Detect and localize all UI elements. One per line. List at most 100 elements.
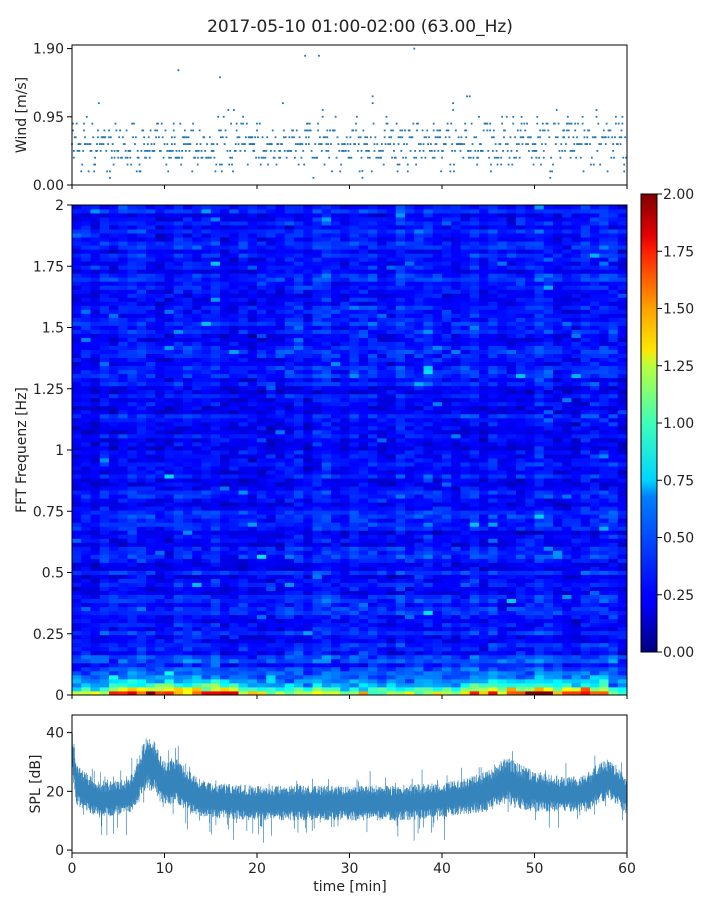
spectrogram-cell [247, 678, 258, 684]
spectrogram-cell [266, 602, 276, 608]
spectrogram-cell [127, 638, 138, 644]
spectrogram-cell [312, 638, 323, 644]
spectrogram-cell [146, 550, 156, 555]
spectrogram-cell [516, 662, 526, 668]
spectrogram-cell [72, 566, 82, 571]
spectrogram-cell [543, 574, 554, 579]
spectrogram-cell [173, 417, 184, 423]
spectrogram-cell [164, 654, 175, 660]
wind-point [293, 136, 295, 139]
spectrogram-cell [442, 433, 452, 439]
spectrogram-cell [192, 594, 202, 600]
wind-point [473, 136, 476, 139]
spectrogram-cell [488, 554, 498, 559]
spectrogram-cell [405, 638, 415, 644]
spectrogram-cell [275, 462, 286, 467]
spectrogram-cell [405, 618, 415, 624]
spectrogram-cell [72, 550, 82, 555]
spectrogram-cell [72, 530, 82, 535]
spectrogram-cell [72, 666, 82, 672]
spectrogram-cell [571, 618, 582, 624]
spectrogram-cell [99, 574, 110, 579]
wind-point [164, 129, 167, 132]
spectrogram-cell [183, 546, 193, 551]
spectrogram-cell [506, 429, 517, 435]
spectrogram-cell [516, 437, 526, 443]
spectrogram-cell [451, 674, 461, 680]
spectrogram-cell [460, 454, 471, 459]
spectrogram-cell [164, 622, 175, 628]
spectrogram-cell [164, 546, 175, 551]
spectrogram-cell [146, 429, 156, 435]
spectrogram-cell [414, 462, 424, 467]
wind-point [610, 156, 613, 159]
spectrogram-cell [451, 429, 461, 435]
spectrogram-cell [201, 530, 212, 535]
spectrogram-cell [201, 514, 212, 519]
spectrogram-cell [183, 650, 193, 656]
spectrogram-cell [562, 606, 572, 612]
wind-point [171, 143, 173, 145]
spectrogram-cell [164, 590, 175, 595]
spectrogram-cell [127, 662, 138, 668]
spectrogram-cell [340, 534, 350, 539]
spectrogram-cell [136, 433, 147, 439]
spectrogram-cell [312, 590, 323, 595]
spectrogram-cell [210, 598, 221, 604]
spectrogram-cell [451, 538, 461, 543]
spectrogram-cell [590, 678, 600, 684]
spectrogram-cell [201, 458, 212, 463]
spectrogram-cell [155, 494, 165, 499]
spectrogram-cell [81, 510, 91, 515]
spectrogram-cell [534, 454, 545, 459]
spectrogram-cell [247, 662, 258, 668]
spectrogram-cell [294, 425, 304, 431]
spectrogram-cell [284, 530, 295, 535]
spectrogram-cell [395, 482, 406, 487]
spectrogram-cell [109, 474, 119, 479]
spectrogram-cell [136, 558, 147, 563]
spectrogram-cell [534, 486, 545, 491]
spectrogram-cell [395, 454, 406, 459]
spectrogram-cell [506, 686, 517, 692]
spectrogram-cell [414, 598, 424, 604]
spectrogram-cell [118, 690, 128, 696]
wind-point [425, 136, 428, 139]
spectrogram-cell [146, 441, 156, 447]
spectrogram-cell [220, 590, 230, 595]
spectrogram-cell [294, 558, 304, 563]
spectrogram-cell [358, 574, 369, 579]
spectrogram-cell [497, 502, 508, 507]
spectrogram-cell [331, 445, 341, 451]
spectrogram-cell [349, 590, 360, 595]
spectrogram-cell [516, 538, 526, 543]
spectrogram-cell [294, 490, 304, 495]
wind-point [77, 143, 80, 145]
spectrogram-cell [451, 550, 461, 555]
spectrogram-cell [321, 490, 332, 495]
spectrogram-cell [479, 506, 489, 511]
spectrogram-cell [266, 542, 276, 547]
spectrogram-cell [442, 514, 452, 519]
spectrogram-cell [414, 678, 424, 684]
spectrogram-cell [451, 562, 461, 567]
spectrogram-cell [386, 470, 397, 475]
spectrogram-cell [571, 674, 582, 680]
wind-point [93, 170, 96, 173]
spectrogram-cell [294, 450, 304, 455]
spectrogram-cell [543, 538, 554, 543]
spectrogram-cell [377, 674, 387, 680]
spectrogram-cell [368, 437, 378, 443]
wind-point [420, 156, 423, 159]
spectrogram-cell [553, 413, 563, 419]
spectrogram-cell [479, 674, 489, 680]
spectrogram-cell [201, 670, 212, 676]
spectrogram-cell [275, 634, 286, 640]
spectrogram-cell [497, 642, 508, 648]
spectrogram-cell [571, 614, 582, 620]
spectrogram-cell [146, 650, 156, 656]
spectrogram-cell [608, 678, 619, 684]
wind-point [595, 109, 598, 111]
spectrogram-cell [266, 662, 276, 668]
spectrogram-cell [497, 606, 508, 612]
